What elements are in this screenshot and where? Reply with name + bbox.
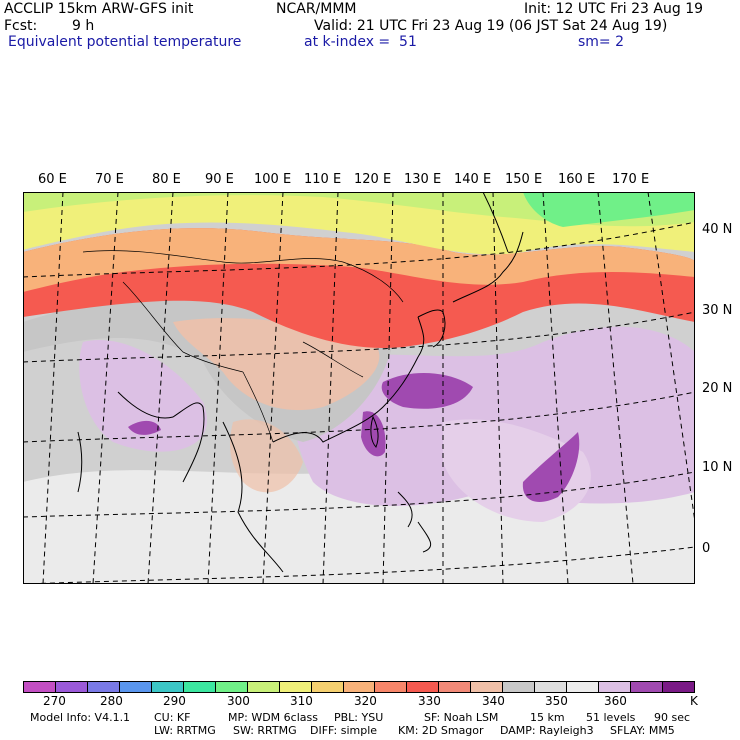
colorbar-tick: 330	[418, 694, 441, 708]
smoothing-label: sm= 2	[578, 34, 625, 50]
field-region-purple	[381, 372, 473, 409]
colorbar-swatch	[471, 682, 504, 692]
lat-label: 0	[702, 541, 711, 556]
lon-label: 140 E	[454, 172, 492, 187]
fcst-value: 9 h	[72, 18, 95, 34]
model-info: 15 km	[530, 711, 565, 724]
colorbar-swatch	[183, 682, 216, 692]
colorbar-swatch	[151, 682, 184, 692]
colorbar-unit: K	[690, 694, 698, 708]
lon-label: 150 E	[505, 172, 543, 187]
colorbar-tick: 290	[163, 694, 186, 708]
model-info: CU: KF	[154, 711, 191, 724]
field-name: Equivalent potential temperature	[8, 34, 242, 50]
lat-label: 40 N	[702, 222, 733, 237]
lat-label: 30 N	[702, 303, 733, 318]
model-info: PBL: YSU	[334, 711, 384, 724]
field-region-orange	[23, 228, 695, 292]
colorbar-swatch	[439, 682, 472, 692]
model-info: SFLAY: MM5	[610, 724, 675, 737]
valid-time: Valid: 21 UTC Fri 23 Aug 19 (06 JST Sat …	[314, 18, 668, 34]
lon-label: 80 E	[152, 172, 181, 187]
colorbar-swatch	[503, 682, 536, 692]
colorbar-swatch	[119, 682, 152, 692]
model-info: MP: WDM 6class	[228, 711, 318, 724]
colorbar-swatch	[247, 682, 280, 692]
colorbar-swatch	[567, 682, 600, 692]
field-region-lilac	[79, 340, 207, 452]
coastlines	[77, 192, 524, 573]
init-time: Init: 12 UTC Fri 23 Aug 19	[524, 1, 704, 17]
lon-label: 160 E	[558, 172, 596, 187]
lon-label: 110 E	[304, 172, 342, 187]
colorbar-swatch	[407, 682, 440, 692]
model-info: Model Info: V4.1.1	[30, 711, 131, 724]
country-borders	[82, 250, 404, 443]
colorbar-tick: 350	[545, 694, 568, 708]
colorbar-tick: 280	[100, 694, 123, 708]
colorbar-swatch	[311, 682, 344, 692]
map-frame	[23, 192, 695, 584]
colorbar-swatch	[87, 682, 120, 692]
lon-label: 130 E	[404, 172, 442, 187]
colorbar-swatch	[535, 682, 568, 692]
colorbar-tick: 310	[290, 694, 313, 708]
model-title: ACCLIP 15km ARW-GFS init	[4, 1, 194, 17]
model-info: KM: 2D Smagor	[398, 724, 484, 737]
field-region-green	[523, 192, 695, 227]
field-region-tan	[230, 419, 303, 493]
lat-label: 20 N	[702, 381, 733, 396]
lon-label: 170 E	[612, 172, 650, 187]
model-info: 90 sec	[654, 711, 691, 724]
colorbar-tick: 270	[43, 694, 66, 708]
colorbar-swatch	[631, 682, 664, 692]
colorbar-swatch	[343, 682, 376, 692]
org-label: NCAR/MMM	[276, 1, 357, 17]
field-region-tan	[173, 318, 380, 411]
lon-label: 90 E	[205, 172, 234, 187]
model-info: SW: RRTMG	[233, 724, 297, 737]
lon-label: 70 E	[95, 172, 124, 187]
field-region-purple	[128, 420, 161, 435]
lon-label: 100 E	[254, 172, 292, 187]
colorbar-tick: 360	[604, 694, 627, 708]
colorbar-tick: 340	[482, 694, 505, 708]
lon-label: 120 E	[354, 172, 392, 187]
colorbar-swatch	[279, 682, 312, 692]
colorbar-swatch	[55, 682, 88, 692]
level-label: at k-index = 51	[304, 34, 417, 50]
graticule	[23, 192, 695, 584]
colorbar-swatch	[215, 682, 248, 692]
colorbar-swatch	[599, 682, 632, 692]
field-region-purple	[522, 432, 580, 502]
model-info: SF: Noah LSM	[424, 711, 499, 724]
theta-e-map	[23, 192, 695, 584]
colorbar-tick: 320	[354, 694, 377, 708]
colorbar-swatch	[663, 682, 695, 692]
field-region-lilac	[292, 326, 695, 506]
fcst-label: Fcst:	[4, 18, 38, 34]
model-info: DIFF: simple	[310, 724, 378, 737]
model-info: LW: RRTMG	[154, 724, 216, 737]
lat-label: 10 N	[702, 460, 733, 475]
colorbar	[23, 681, 695, 693]
colorbar-swatch	[24, 682, 56, 692]
field-region-purple	[361, 411, 386, 457]
model-info: DAMP: Rayleigh3	[500, 724, 594, 737]
colorbar-swatch	[375, 682, 408, 692]
lon-label: 60 E	[38, 172, 67, 187]
model-info: 51 levels	[586, 711, 636, 724]
colorbar-tick: 300	[227, 694, 250, 708]
